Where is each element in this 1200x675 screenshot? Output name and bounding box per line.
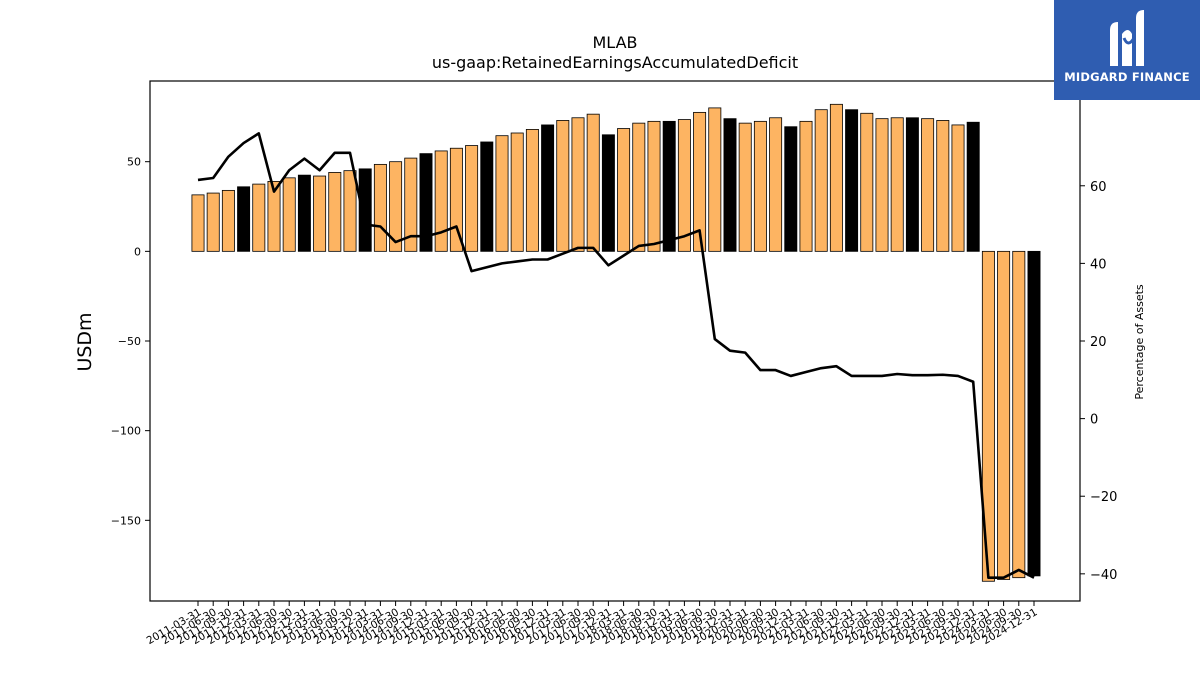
bar-2012-12-31	[297, 174, 311, 252]
bar-2022-06-30	[875, 118, 889, 252]
y-tick-label-left: −50	[118, 335, 141, 348]
line-group	[197, 132, 1035, 580]
bar-2012-03-31	[252, 183, 266, 252]
y-axis-right: −40 −20 0 20 40 60	[1080, 180, 1117, 583]
brand-name: MIDGARD FINANCE	[1064, 70, 1190, 84]
bar-2015-06-30	[449, 147, 463, 252]
bar-2023-09-30	[951, 124, 965, 252]
y-tick-label-right: 0	[1090, 413, 1098, 428]
y-axis-label-right: Percentage of Assets	[1133, 284, 1146, 400]
bar-2021-03-31	[799, 120, 813, 252]
bar-2016-12-31	[541, 124, 555, 252]
bar-2016-09-30	[525, 129, 539, 252]
bar-2021-12-31	[845, 109, 859, 252]
bar-2024-09-30	[1012, 250, 1026, 579]
bar-2015-03-31	[434, 150, 448, 252]
bar-2014-12-31	[419, 153, 433, 252]
bar-2016-06-30	[510, 132, 524, 252]
bar-2019-12-31	[723, 118, 737, 252]
bar-2016-03-31	[495, 135, 509, 252]
bar-group	[191, 103, 1041, 582]
midgard-logo-icon	[1110, 10, 1144, 66]
bar-2011-06-30	[206, 192, 220, 252]
bar-2020-12-31	[784, 126, 798, 252]
bar-2020-03-31	[738, 122, 752, 252]
bar-2018-06-30	[632, 122, 646, 252]
bar-2015-12-31	[480, 141, 494, 252]
bar-2013-12-31	[358, 168, 372, 252]
bar-2011-03-31	[191, 194, 205, 252]
bar-2012-06-30	[267, 181, 281, 252]
bar-2014-03-31	[373, 163, 387, 252]
y-axis-label-left: USDm	[74, 312, 96, 371]
chart-title: MLAB	[592, 33, 637, 52]
bar-2017-09-30	[586, 113, 600, 252]
y-tick-label-left: 0	[134, 245, 141, 258]
bar-2017-03-31	[556, 120, 570, 252]
bar-2023-06-30	[936, 120, 950, 252]
bar-2019-09-30	[708, 107, 722, 252]
y-tick-label-left: −150	[111, 514, 141, 527]
bar-2013-06-30	[328, 172, 342, 252]
percentage-line	[197, 132, 1035, 580]
y-tick-label-right: 20	[1090, 335, 1107, 350]
bar-2023-03-31	[921, 118, 935, 252]
bar-2012-09-30	[282, 177, 296, 252]
bar-2014-09-30	[404, 157, 418, 252]
bar-2017-06-30	[571, 117, 585, 252]
bar-2024-03-31	[981, 250, 995, 582]
y-tick-label-left: 50	[127, 156, 141, 169]
bar-2024-06-30	[997, 250, 1011, 580]
y-tick-label-right: 40	[1090, 257, 1107, 272]
bar-2024-12-31	[1027, 250, 1041, 577]
bar-2021-09-30	[829, 103, 843, 252]
bar-2022-09-30	[890, 117, 904, 252]
bar-2020-09-30	[769, 117, 783, 252]
x-axis: 2011-03-312011-06-302011-09-302011-12-31…	[145, 601, 1040, 647]
bar-2018-12-31	[662, 120, 676, 252]
bar-2011-12-31	[237, 186, 251, 252]
y-axis-left: −150 −100 −50 0 50	[111, 156, 150, 527]
y-tick-label-right: −40	[1090, 568, 1117, 583]
bar-2014-06-30	[389, 161, 403, 252]
bar-2018-09-30	[647, 120, 661, 252]
bar-2022-03-31	[860, 112, 874, 252]
bar-2013-09-30	[343, 170, 357, 252]
bar-2023-12-31	[966, 121, 980, 252]
bar-2011-09-30	[221, 189, 235, 252]
bar-2019-03-31	[677, 119, 691, 252]
y-tick-label-right: −20	[1090, 490, 1117, 505]
bar-2020-06-30	[753, 120, 767, 252]
bar-2018-03-31	[617, 128, 631, 252]
brand-logo: MIDGARD FINANCE	[1054, 0, 1200, 100]
bar-2019-06-30	[693, 111, 707, 252]
y-tick-label-left: −100	[111, 425, 141, 438]
bar-2013-03-31	[313, 175, 327, 252]
bar-2021-06-30	[814, 109, 828, 252]
bar-2017-12-31	[601, 134, 615, 252]
bar-2022-12-31	[905, 117, 919, 252]
y-tick-label-right: 60	[1090, 180, 1107, 195]
chart-subtitle: us-gaap:RetainedEarningsAccumulatedDefic…	[432, 53, 798, 72]
bar-2015-09-30	[465, 145, 479, 252]
